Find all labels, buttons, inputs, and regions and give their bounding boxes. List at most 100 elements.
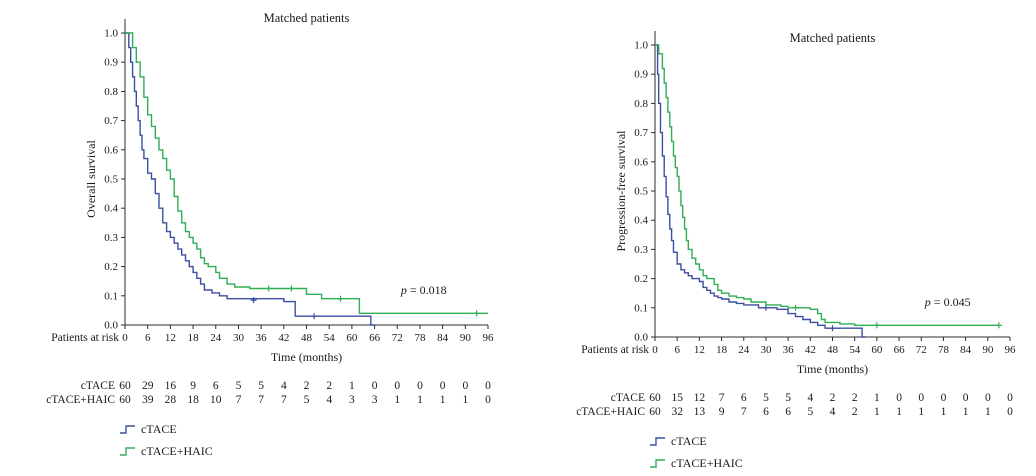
risk-count: 6	[213, 380, 219, 392]
x-tick-label: 24	[210, 332, 222, 344]
x-tick-label: 48	[301, 332, 313, 344]
risk-count: 1	[918, 406, 924, 418]
risk-count: 18	[187, 394, 199, 406]
p-value: p = 0.045	[924, 295, 971, 309]
risk-count: 1	[462, 394, 468, 406]
risk-row-label: cTACE+HAIC	[576, 406, 645, 418]
x-tick-label: 0	[652, 344, 658, 356]
risk-row-label: cTACE	[611, 392, 645, 404]
y-tick-label: 1.0	[104, 28, 118, 40]
risk-count: 4	[807, 392, 813, 404]
legend-label: cTACE	[141, 422, 177, 436]
risk-count: 5	[236, 380, 242, 392]
y-tick-label: 0.5	[104, 174, 118, 186]
risk-count: 1	[440, 394, 446, 406]
x-axis-label: Time (months)	[271, 350, 342, 364]
x-tick-label: 18	[188, 332, 200, 344]
y-tick-label: 0.4	[104, 203, 118, 215]
risk-count: 15	[671, 392, 683, 404]
risk-count: 9	[190, 380, 196, 392]
legend-marker	[120, 447, 135, 456]
risk-count: 3	[372, 394, 378, 406]
risk-count: 60	[649, 392, 661, 404]
x-tick-label: 0	[122, 332, 128, 344]
risk-count: 32	[671, 406, 683, 418]
x-tick-label: 6	[145, 332, 151, 344]
y-tick-label: 0.6	[634, 156, 648, 168]
y-tick-label: 0.9	[634, 69, 648, 81]
x-tick-label: 42	[805, 344, 816, 356]
risk-count: 0	[1007, 406, 1013, 418]
legend-marker	[650, 459, 665, 468]
risk-count: 0	[440, 380, 446, 392]
risk-count: 1	[874, 392, 880, 404]
x-tick-label: 96	[483, 332, 495, 344]
risk-count: 12	[694, 392, 706, 404]
survival-curve-cTACE+HAIC	[125, 32, 488, 314]
x-tick-label: 66	[894, 344, 906, 356]
y-tick-label: 0.3	[104, 232, 118, 244]
risk-count: 28	[165, 394, 177, 406]
risk-row-label: cTACE+HAIC	[46, 394, 115, 406]
risk-table-caption: Patients at risk	[51, 332, 119, 344]
risk-count: 1	[417, 394, 423, 406]
x-tick-label: 48	[827, 344, 839, 356]
x-tick-label: 60	[871, 344, 883, 356]
risk-count: 0	[372, 380, 378, 392]
risk-count: 5	[763, 392, 769, 404]
p-value: p = 0.018	[400, 283, 447, 297]
risk-count: 1	[985, 406, 991, 418]
risk-count: 1	[963, 406, 969, 418]
risk-table-caption: Patients at risk	[581, 344, 649, 356]
progression-free-survival-chart: 0.00.10.20.30.40.50.60.70.80.91.00 6 12 18 2…	[576, 31, 1017, 470]
risk-count: 2	[326, 380, 332, 392]
risk-count: 60	[119, 380, 131, 392]
y-tick-label: 0.3	[634, 244, 648, 256]
y-tick-label: 0.1	[104, 290, 118, 302]
x-tick-label: 54	[324, 332, 336, 344]
x-tick-label: 66	[369, 332, 381, 344]
x-tick-label: 96	[1005, 344, 1017, 356]
risk-count: 1	[874, 406, 880, 418]
risk-count: 2	[830, 392, 836, 404]
risk-count: 0	[896, 392, 902, 404]
risk-count: 4	[281, 380, 287, 392]
chart-title: Matched patients	[264, 11, 350, 25]
chart-title: Matched patients	[790, 31, 876, 45]
y-axis-label: Overall survival	[84, 140, 98, 218]
legend-label: cTACE+HAIC	[671, 456, 743, 470]
risk-count: 9	[719, 406, 725, 418]
risk-row-label: cTACE	[81, 380, 115, 392]
y-tick-label: 0.6	[104, 144, 118, 156]
x-tick-label: 18	[716, 344, 728, 356]
risk-count: 0	[462, 380, 468, 392]
x-tick-label: 12	[165, 332, 176, 344]
risk-count: 6	[785, 406, 791, 418]
risk-count: 5	[304, 394, 310, 406]
risk-count: 2	[852, 392, 858, 404]
y-tick-label: 0.2	[634, 273, 648, 285]
risk-count: 4	[326, 394, 332, 406]
y-axis-label: Progression-free survival	[614, 130, 628, 252]
x-tick-label: 30	[760, 344, 772, 356]
risk-count: 16	[165, 380, 177, 392]
x-tick-label: 78	[938, 344, 950, 356]
risk-count: 13	[694, 406, 706, 418]
y-tick-label: 0.7	[634, 127, 648, 139]
legend-marker	[120, 425, 135, 434]
x-tick-label: 72	[392, 332, 403, 344]
risk-count: 0	[963, 392, 969, 404]
progression-free-survival-panel: 0.0 0.1 0.2 0.3 0.4 0.5 0.6 0.7 0.8 0.9 1.0 0 6 12 18 2…	[518, 0, 1036, 476]
legend-label: cTACE+HAIC	[141, 444, 213, 458]
risk-count: 0	[485, 394, 491, 406]
x-tick-label: 60	[346, 332, 358, 344]
risk-count: 2	[304, 380, 310, 392]
risk-count: 0	[941, 392, 947, 404]
risk-count: 5	[807, 406, 813, 418]
risk-count: 60	[119, 394, 131, 406]
overall-survival-panel: 0.0 0.1 0.2 0.3 0.4 0.5 0.6 0.7 0.8 0.9 1.0 0 6 12 18 2…	[46, 11, 495, 458]
risk-count: 2	[852, 406, 858, 418]
y-tick-label: 0.1	[634, 302, 648, 314]
risk-count: 0	[394, 380, 400, 392]
